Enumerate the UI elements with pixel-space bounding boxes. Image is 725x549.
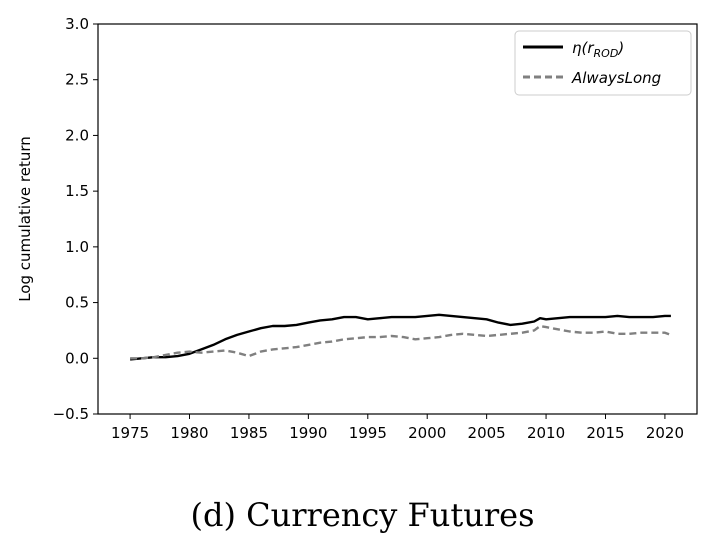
- series-line-rod: [129, 313, 671, 361]
- plot-frame: [97, 23, 698, 415]
- legend: η(rROD) AlwaysLong: [514, 30, 692, 96]
- y-tick-label: 1.0: [65, 238, 89, 256]
- y-tick-label: 0.0: [65, 349, 89, 367]
- legend-label-alwayslong: AlwaysLong: [571, 69, 661, 87]
- x-tick-label: 1990: [289, 424, 327, 442]
- y-tick-label: 1.5: [65, 182, 89, 200]
- y-tick-label: 2.5: [65, 71, 89, 89]
- x-tick-label: 2015: [586, 424, 624, 442]
- y-tick-label: 0.5: [65, 294, 89, 312]
- x-tick-label: 1975: [111, 424, 149, 442]
- series-line-alwayslong: [130, 324, 672, 360]
- x-tick-label: 1980: [170, 424, 208, 442]
- x-tick-label: 1985: [230, 424, 268, 442]
- y-axis-label: Log cumulative return: [16, 136, 34, 302]
- figure-caption: (d) Currency Futures: [190, 496, 535, 534]
- x-tick-label: 2000: [408, 424, 446, 442]
- y-tick-label: 2.0: [65, 126, 89, 144]
- y-tick-label: −0.5: [53, 405, 89, 423]
- x-tick-label: 2005: [468, 424, 506, 442]
- line-chart: 1975 1980 1985 1990 1995 2000 2005 2010 2015 2020…: [16, 15, 698, 442]
- legend-label-rod: η(rROD): [572, 39, 624, 60]
- x-tick-label: 1995: [349, 424, 387, 442]
- x-tick-label: 2020: [646, 424, 684, 442]
- y-tick-label: 3.0: [65, 15, 89, 33]
- x-tick-label: 2010: [527, 424, 565, 442]
